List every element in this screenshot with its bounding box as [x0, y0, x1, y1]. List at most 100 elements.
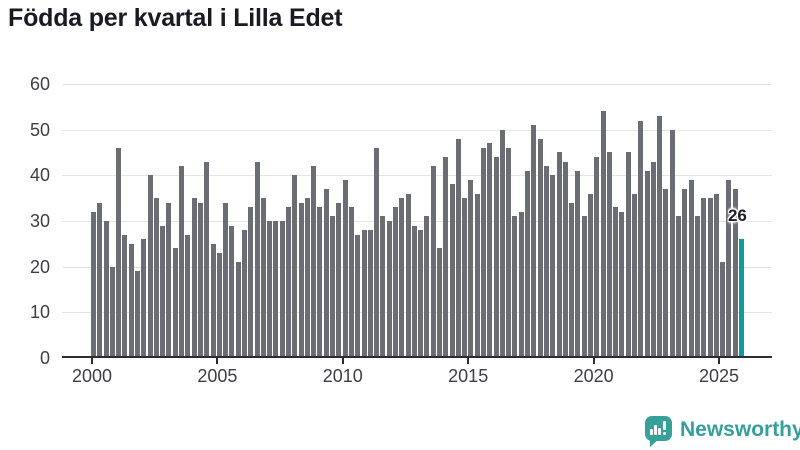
bar: [116, 147, 122, 358]
x-axis-tick: [718, 358, 720, 364]
bar: [392, 207, 398, 358]
bar: [707, 198, 713, 358]
logo-exclamation-dot: [663, 432, 666, 435]
bar: [153, 198, 159, 358]
bar: [506, 147, 512, 358]
x-axis-tick: [91, 358, 93, 364]
bar: [248, 207, 254, 358]
bar: [330, 216, 336, 358]
bar: [518, 211, 524, 358]
bar: [625, 152, 631, 358]
x-axis-tick: [592, 358, 595, 364]
bar: [367, 230, 373, 358]
bar: [336, 202, 342, 358]
bar: [298, 202, 304, 358]
x-axis-tick: [216, 358, 219, 364]
y-axis-label: 40: [29, 165, 50, 186]
bar: [537, 138, 543, 358]
x-axis-label: 2000: [71, 366, 113, 386]
bar: [638, 120, 644, 358]
x-axis-line: [62, 356, 772, 358]
bar: [619, 211, 625, 358]
chart-title: Födda per kvartal i Lilla Edet: [8, 4, 343, 32]
bar: [348, 207, 354, 358]
bar: [304, 198, 310, 358]
bar: [418, 230, 424, 358]
bar: [594, 157, 600, 358]
highlighted-bar: [738, 239, 744, 358]
bar: [374, 147, 380, 358]
bar: [241, 230, 247, 358]
newsworthy-logo-text: Newsworthy: [680, 418, 800, 441]
x-axis-label: 2010: [322, 366, 363, 386]
bar: [701, 198, 707, 358]
bar: [355, 234, 361, 358]
bar: [197, 202, 203, 358]
y-axis-label: 10: [29, 302, 50, 323]
bar: [97, 202, 103, 358]
bar: [657, 115, 663, 358]
x-axis-label: 2020: [573, 366, 614, 386]
bar: [229, 225, 235, 358]
bar: [468, 179, 474, 358]
bar: [562, 161, 568, 358]
bar: [191, 198, 197, 358]
bar: [267, 220, 273, 358]
logo-bar-2: [654, 425, 657, 435]
bar: [550, 175, 556, 358]
bar: [575, 170, 581, 358]
bar: [361, 230, 367, 358]
bar: [587, 193, 593, 358]
bar: [474, 193, 480, 358]
bar: [323, 189, 329, 358]
bar: [462, 198, 468, 358]
bar: [644, 170, 650, 358]
logo-speech-tail: [650, 439, 659, 447]
bar: [663, 189, 669, 358]
bar: [405, 193, 411, 358]
bar: [600, 111, 606, 358]
bar: [499, 129, 505, 358]
bar: [581, 216, 587, 358]
bar: [543, 166, 549, 358]
bar: [128, 243, 134, 358]
bar: [411, 225, 417, 358]
bar: [430, 166, 436, 358]
bar: [273, 220, 279, 358]
newsworthy-icon: [645, 416, 672, 447]
y-axis-label: 60: [29, 73, 50, 94]
bar: [260, 198, 266, 358]
bar: [694, 216, 700, 358]
bar: [254, 161, 260, 358]
bar: [279, 220, 285, 358]
gridline-10: [62, 312, 772, 314]
bar: [109, 266, 115, 358]
bar: [235, 262, 241, 358]
bar: [141, 239, 147, 358]
bar: [91, 211, 96, 358]
bar: [682, 189, 688, 358]
x-axis-tick: [467, 358, 470, 364]
bar: [185, 234, 191, 358]
y-axis-label: 30: [29, 210, 50, 231]
bar: [713, 193, 719, 358]
bar: [512, 216, 518, 358]
x-axis-label: 2015: [448, 366, 489, 386]
bar: [135, 271, 141, 358]
bar: [720, 262, 726, 358]
bar: [525, 170, 531, 358]
bar: [493, 157, 499, 358]
bar: [210, 243, 216, 358]
bar: [487, 143, 493, 358]
bar: [613, 207, 619, 358]
newsworthy-logo[interactable]: Newsworthy: [645, 416, 800, 447]
bar: [481, 147, 487, 358]
gridline-60: [62, 83, 772, 85]
bar: [669, 129, 675, 358]
y-axis-label: 20: [29, 256, 50, 277]
bar: [386, 220, 392, 358]
logo-bar-3: [658, 428, 661, 435]
bar: [556, 152, 562, 358]
bar: [342, 179, 348, 358]
